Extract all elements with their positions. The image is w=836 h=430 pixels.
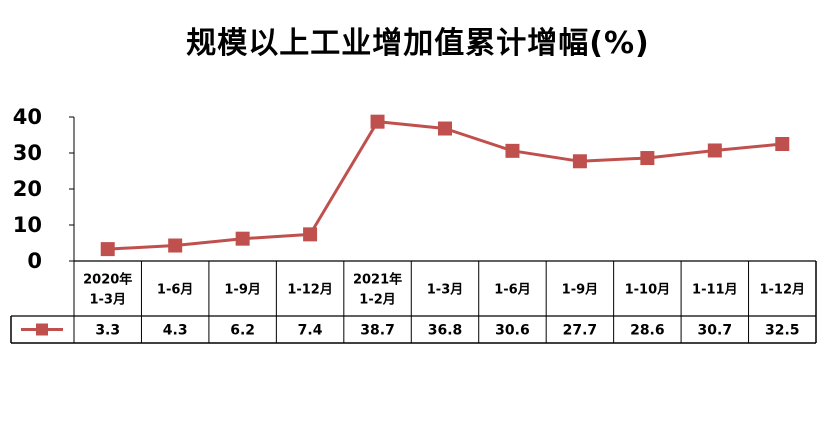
data-table: 2020年 1-3月 1-6月 1-9月 1-12月 2021年 1-2月 1-3月 1-6月 1… — [10, 260, 817, 344]
legend-marker-key — [36, 323, 48, 336]
data-point-marker — [707, 143, 722, 158]
data-point-marker — [572, 154, 587, 169]
x-category-label: 1-6月 — [494, 283, 531, 298]
x-category-label: 1-3月 — [89, 293, 126, 308]
x-category-label: 1-12月 — [759, 283, 805, 298]
data-value-label: 7.4 — [298, 323, 323, 339]
x-category-label: 2021年 — [353, 272, 402, 288]
data-value-label: 30.7 — [698, 323, 733, 339]
data-point-marker — [775, 137, 790, 151]
x-category-label: 1-9月 — [224, 283, 261, 298]
y-tick-label: 30 — [13, 141, 42, 165]
data-point-marker — [505, 143, 520, 158]
data-point-marker — [100, 242, 115, 257]
y-tick-label: 0 — [27, 249, 42, 273]
x-category-label: 1-2月 — [359, 293, 396, 308]
data-value-label: 27.7 — [563, 323, 598, 339]
series-line — [107, 120, 783, 251]
data-point-marker — [438, 121, 452, 136]
y-tick-label: 20 — [13, 177, 42, 201]
data-value-label: 38.7 — [360, 323, 395, 339]
data-value-label: 30.6 — [495, 323, 530, 339]
x-category-label: 1-12月 — [287, 283, 333, 298]
x-category-label: 1-10月 — [625, 283, 671, 298]
data-point-marker — [235, 231, 250, 246]
data-value-label: 28.6 — [630, 323, 665, 339]
data-value-label: 3.3 — [95, 323, 120, 339]
x-category-label: 1-9月 — [562, 283, 599, 298]
y-axis: 0 10 20 30 40 — [13, 105, 75, 273]
chart-title: 规模以上工业增加值累计增幅(%) — [186, 26, 650, 61]
data-value-label: 36.8 — [428, 323, 463, 339]
y-tick-label: 10 — [13, 213, 42, 237]
data-point-marker — [640, 151, 655, 166]
x-category-label: 1-6月 — [157, 283, 194, 298]
data-value-label: 6.2 — [230, 323, 255, 339]
x-category-label: 1-11月 — [692, 283, 738, 298]
series-line-layer — [107, 120, 783, 251]
series-marker-layer — [100, 114, 790, 257]
x-category-label: 1-3月 — [427, 283, 464, 298]
data-value-label: 32.5 — [765, 323, 800, 339]
data-point-marker — [303, 227, 318, 242]
data-point-marker — [168, 238, 183, 253]
y-tick-label: 40 — [13, 105, 42, 129]
data-point-marker — [370, 114, 385, 129]
x-category-label: 2020年 — [83, 272, 132, 288]
data-value-label: 4.3 — [163, 323, 188, 339]
